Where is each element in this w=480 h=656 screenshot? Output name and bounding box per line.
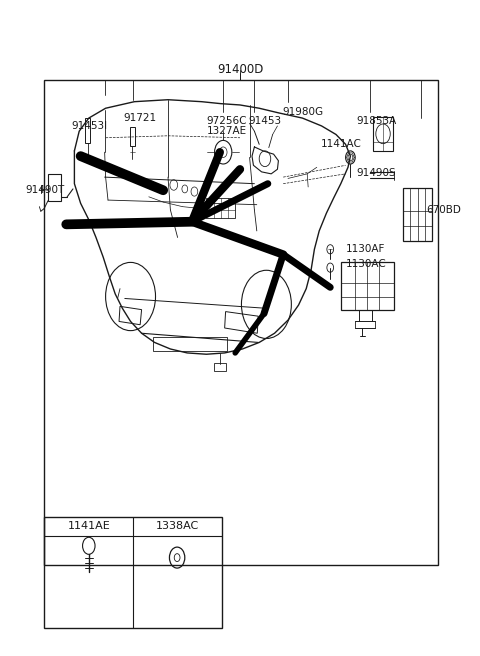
Text: 1141AE: 1141AE: [67, 521, 110, 531]
Text: 97256C: 97256C: [206, 115, 247, 126]
Text: 1327AE: 1327AE: [206, 126, 247, 136]
Text: 91453: 91453: [249, 115, 282, 126]
Bar: [85, 118, 90, 143]
Text: 1141AC: 1141AC: [321, 139, 361, 150]
Bar: [130, 127, 135, 146]
Text: 91453I: 91453I: [71, 121, 107, 131]
Text: 91490S: 91490S: [356, 168, 396, 178]
Bar: [403, 188, 432, 241]
Text: 1338AC: 1338AC: [156, 521, 199, 531]
Bar: [48, 174, 61, 201]
Text: 1130AC: 1130AC: [346, 258, 386, 269]
Bar: [373, 117, 393, 151]
Text: 91490T: 91490T: [25, 185, 64, 195]
Bar: [214, 363, 226, 371]
Bar: [341, 262, 394, 310]
Text: 670BD: 670BD: [426, 205, 461, 215]
Text: 91400D: 91400D: [217, 63, 263, 76]
Bar: [153, 337, 227, 351]
Text: 1130AF: 1130AF: [346, 244, 385, 255]
Text: 91721: 91721: [124, 113, 157, 123]
Bar: [206, 198, 235, 218]
Text: 91980G: 91980G: [282, 106, 324, 117]
Text: 91853A: 91853A: [356, 115, 396, 126]
Bar: [44, 517, 222, 628]
Bar: [44, 80, 438, 565]
